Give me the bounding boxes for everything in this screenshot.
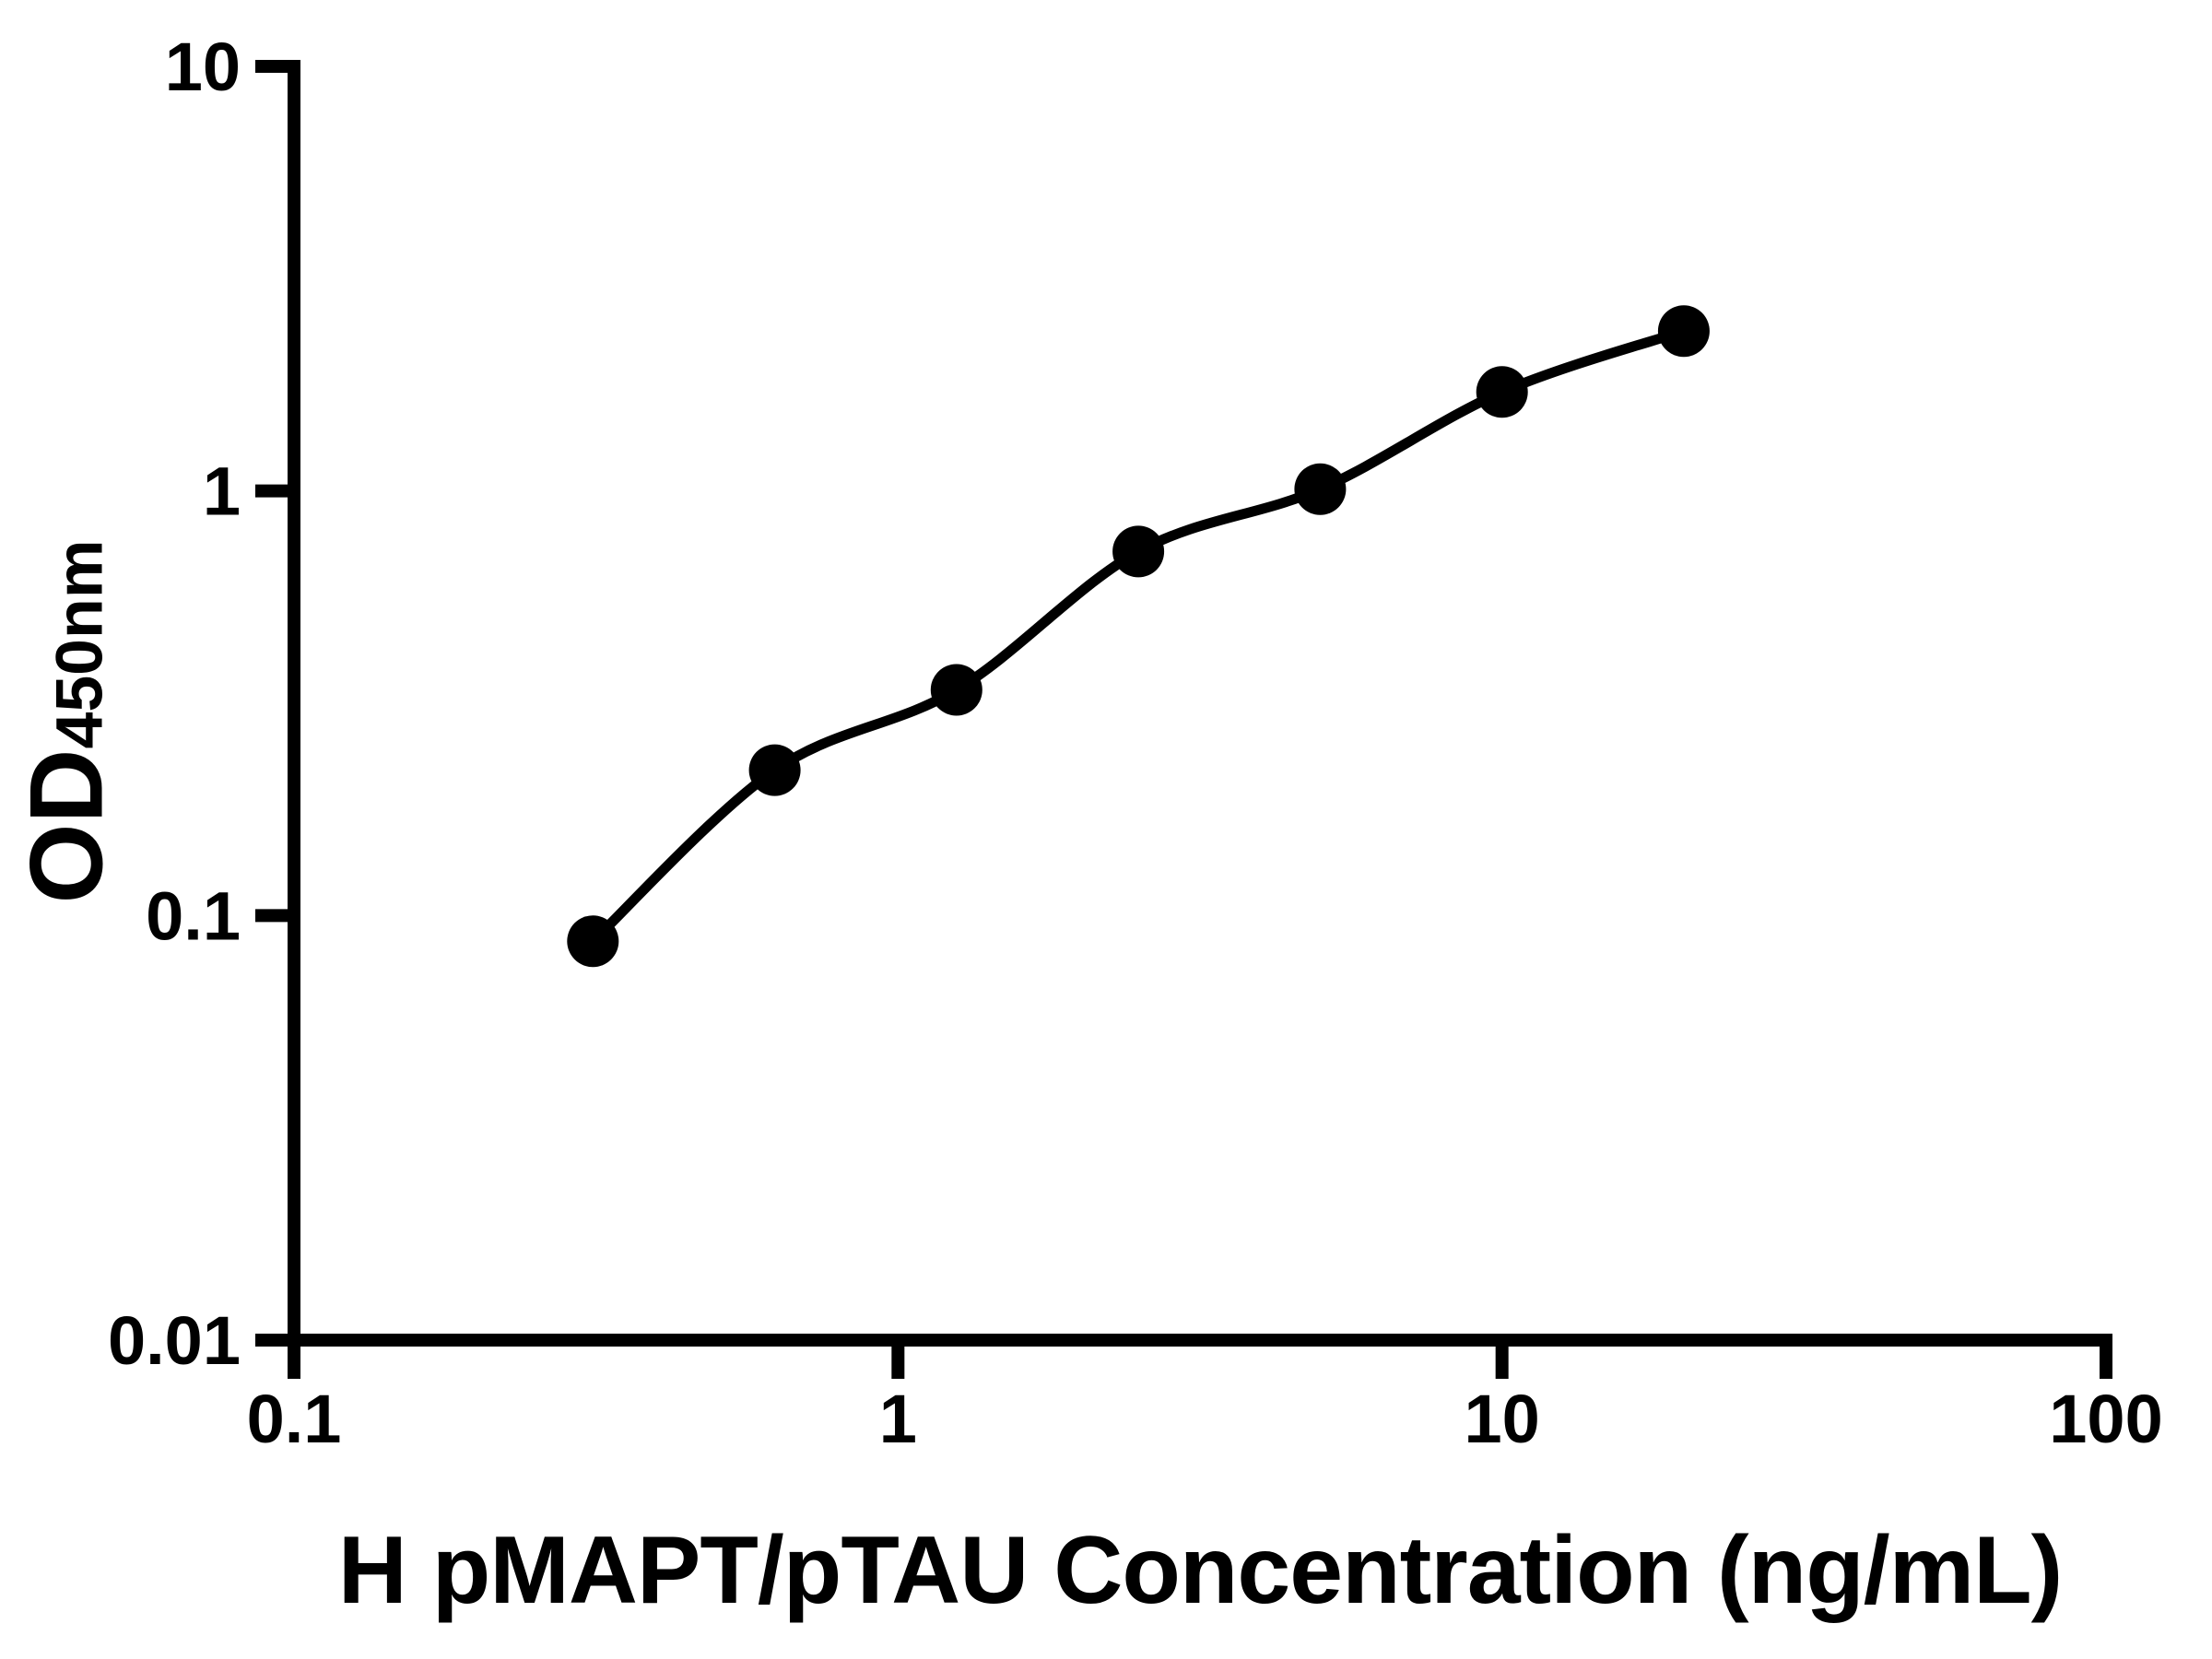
data-point-marker <box>567 915 619 968</box>
x-axis-title: H pMAPT/pTAU Concentration (ng/mL) <box>337 1517 2063 1624</box>
x-tick-label: 1 <box>879 1381 917 1457</box>
data-point-marker <box>1112 525 1165 578</box>
data-point-marker <box>748 744 801 796</box>
y-tick-label: 10 <box>165 29 241 105</box>
fit-curve <box>587 325 1689 947</box>
data-point-marker <box>1657 305 1710 358</box>
y-tick-label: 0.01 <box>108 1302 241 1379</box>
data-point-marker <box>1476 366 1528 418</box>
data-point-marker <box>1294 463 1347 515</box>
x-tick-label: 0.1 <box>247 1381 342 1457</box>
x-tick-label: 100 <box>2049 1381 2162 1457</box>
data-point-marker <box>930 664 982 716</box>
y-tick-label: 1 <box>203 453 241 530</box>
y-axis-title-subscript: 450nm <box>42 539 117 749</box>
x-tick-label: 10 <box>1465 1381 1540 1457</box>
y-axis-title-main: OD <box>8 748 124 904</box>
y-tick-label: 0.1 <box>146 877 241 954</box>
y-axis-title: OD450nm <box>7 539 126 903</box>
